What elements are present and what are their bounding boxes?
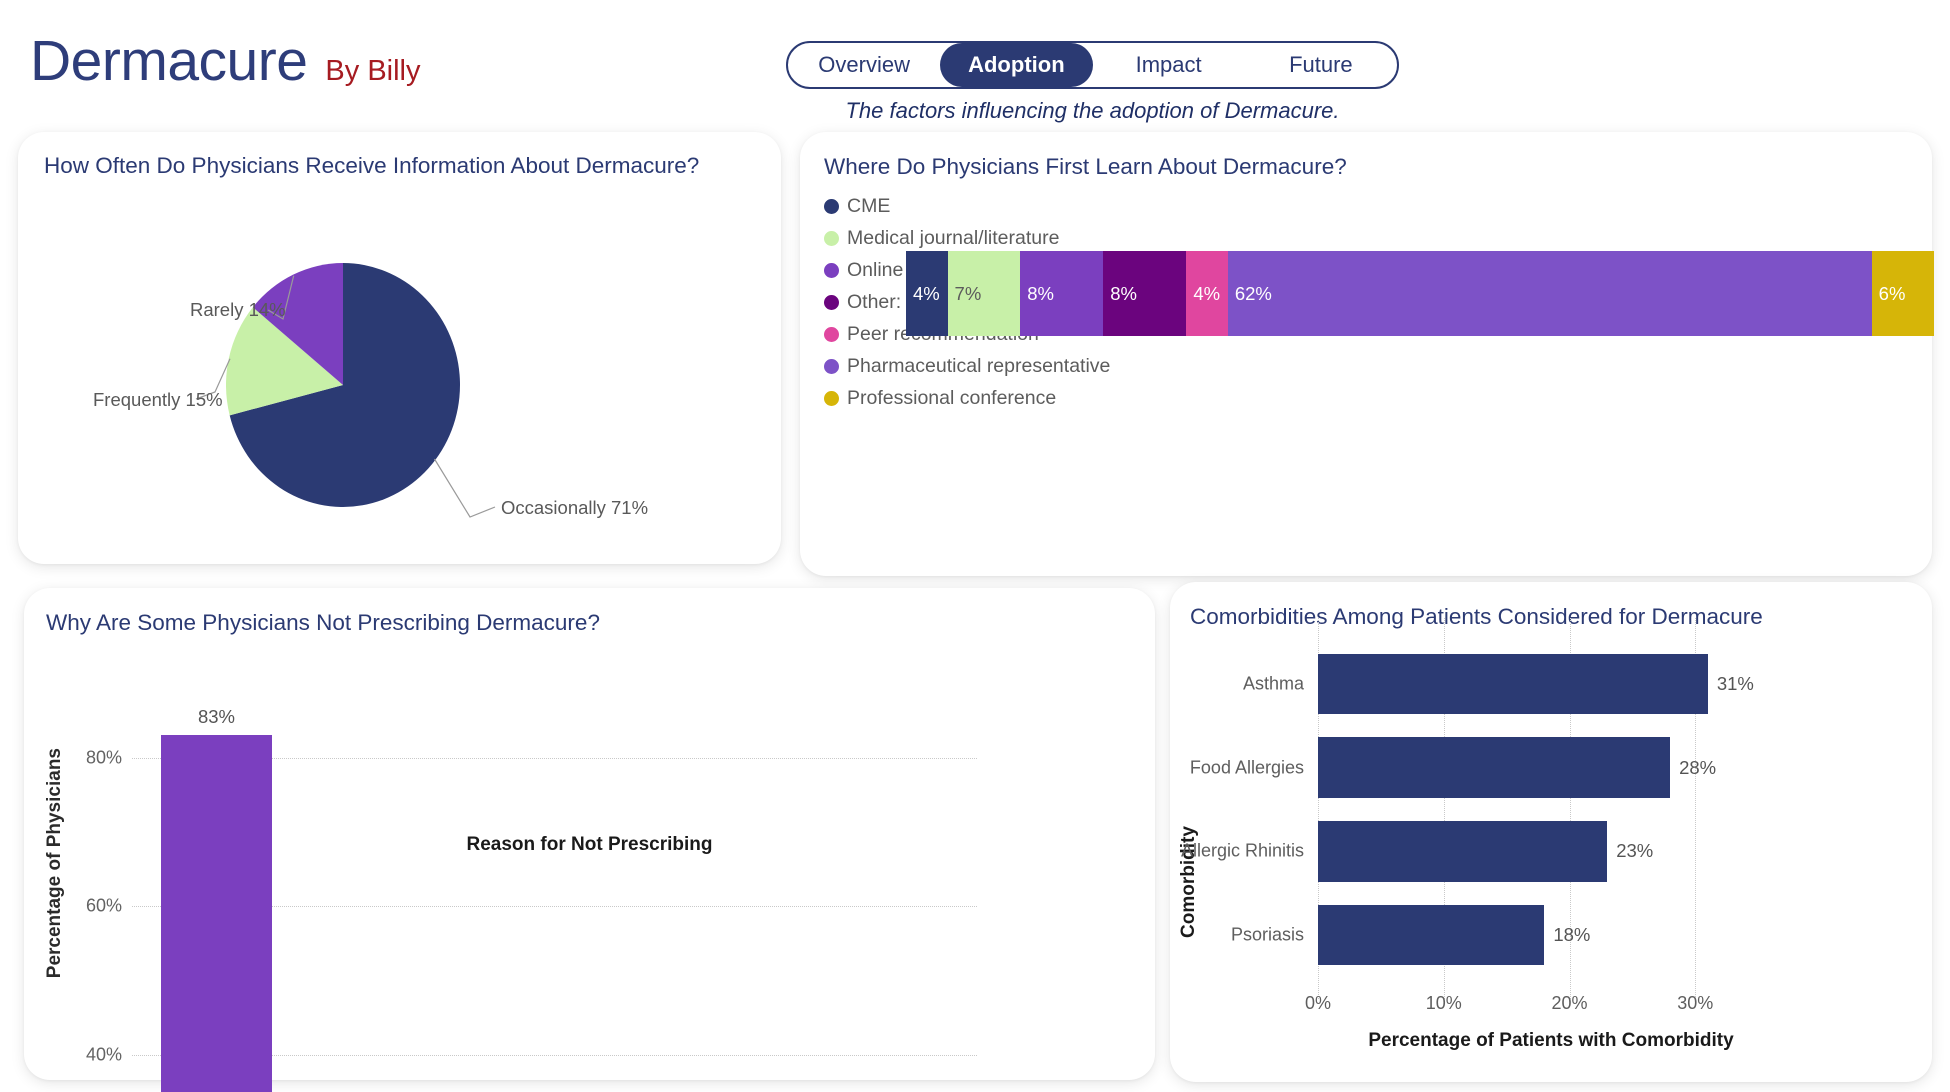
stacked-bar-segment: 4% [906,251,948,336]
gridline [1443,618,1445,999]
legend-swatch-icon [824,230,839,246]
y-axis-category-label: Food Allergies [1189,757,1304,778]
pie-slice [229,263,461,507]
card-first-learn-source: Where Do Physicians First Learn About De… [800,132,1934,576]
tab-bar: Overview Adoption Impact Future [786,41,1399,89]
stacked-bar-segment-value: 62% [1234,282,1272,304]
chart-title-pie: How Often Do Physicians Receive Informat… [44,153,700,178]
bar [1318,653,1708,715]
legend-item[interactable]: CME [824,190,1110,222]
bar [1318,821,1608,882]
stacked-bar-segment-value: 8% [1027,282,1054,304]
legend-swatch-icon [824,262,839,278]
y-axis-label-reasons: Percentage of Physicians [44,748,65,979]
page-subtitle: The factors influencing the adoption of … [845,98,1340,123]
pie-leader-line [267,275,295,320]
gridline [132,1055,977,1057]
x-axis-tick: 10% [1425,993,1462,1013]
gridline [132,906,977,908]
pie-slice [252,263,343,385]
tab-adoption[interactable]: Adoption [940,43,1093,87]
stacked-bar-segment: 4% [1186,251,1228,336]
legend-item-label: Medical journal/literature [847,226,1060,249]
bar-value-label: 18% [1553,924,1591,946]
bar-value-label: 28% [1679,756,1717,778]
x-axis-label-comorbidities: Percentage of Patients with Comorbidity [1368,1030,1734,1051]
gridline [1318,618,1319,999]
legend-swatch-icon [824,390,839,406]
stacked-bar-segment: 62% [1227,251,1872,336]
stacked-bar-segment: 8% [1020,251,1104,336]
legend-swatch-icon [824,198,839,214]
bar-value-label: 23% [1616,840,1654,862]
pie-slice-label: Frequently 15% [93,389,223,410]
pie-slice-label: Rarely 14% [190,299,286,320]
pie-leader-line [195,358,231,400]
y-axis-tick: 60% [85,895,122,916]
stacked-bar-segment-value: 4% [913,282,940,304]
brand-byline: By Billy [325,55,421,87]
gridline [1569,618,1571,999]
chart-title-stacked: Where Do Physicians First Learn About De… [824,154,1347,179]
bar [1318,737,1671,798]
pie-leader-line [433,458,496,518]
tab-impact[interactable]: Impact [1135,52,1202,77]
stacked-bar: 4% 7% 8% 8% 4% 62% 6% [906,251,1934,336]
y-axis-tick: 40% [85,1044,122,1065]
bar [1318,904,1545,966]
plot-area-reasons: 0%20%40%60%80%83%Lack of familiarity5%Co… [86,698,977,1092]
legend-item[interactable]: Pharmaceutical representative [824,350,1110,382]
tab-future[interactable]: Future [1289,52,1353,77]
brand-header: Dermacure By Billy [30,28,421,94]
chart-title-reasons: Why Are Some Physicians Not Prescribing … [46,610,600,635]
y-axis-tick: 80% [85,747,122,768]
legend-item-label: Professional conference [847,386,1057,409]
legend-swatch-icon [824,358,839,374]
x-axis-tick: 30% [1677,993,1714,1013]
bar [160,735,273,1092]
y-axis-category-label: Psoriasis [1230,924,1304,945]
pie-slice-label: Occasionally 71% [501,497,649,518]
stacked-bar-segment: 8% [1103,251,1187,336]
y-axis-category-label: Asthma [1242,673,1304,694]
bar-value-label: 31% [1716,672,1754,694]
legend-swatch-icon [824,294,839,310]
card-comorbidities: Comorbidities Among Patients Considered … [1170,582,1932,1082]
stacked-bar-segment: 6% [1871,251,1934,336]
bar-value-label: 83% [197,706,236,728]
stacked-bar-segment-value: 4% [1193,282,1221,304]
gridline [132,757,977,759]
card-information-frequency: How Often Do Physicians Receive Informat… [18,132,781,564]
pie-chart: Occasionally 71% Frequently 15% Rarely 14% [18,132,781,564]
legend-item-label: CME [847,194,891,217]
card-not-prescribing-reasons: Why Are Some Physicians Not Prescribing … [24,588,1155,1092]
page-title: Dermacure [30,29,308,93]
stacked-bar-segment-value: 6% [1878,282,1906,304]
legend-item[interactable]: Medical journal/literature [824,222,1110,254]
legend-item[interactable]: Professional conference [824,382,1110,414]
stacked-bar-segment: 7% [947,251,1021,336]
plot-area-comorbidities: 0% 10% 20% 30% Asthma 31% Food Allergies 28% All… [1181,618,1754,1013]
stacked-bar-segment-value: 7% [954,282,982,304]
x-axis-label-reasons: Reason for Not Prescribing [466,834,713,855]
stacked-bar-segment-value: 8% [1110,282,1138,304]
pie-svg [195,263,496,518]
x-axis-tick: 0% [1304,993,1332,1013]
tab-overview[interactable]: Overview [818,52,910,77]
chart-title-comorbidities: Comorbidities Among Patients Considered … [1190,604,1763,629]
legend-item-label: Pharmaceutical representative [847,354,1111,377]
gridline [1695,618,1697,999]
y-axis-category-label: Allergic Rhinitis [1180,840,1304,861]
x-axis-tick: 20% [1551,993,1588,1013]
legend-swatch-icon [824,326,839,342]
pie-slice [225,307,343,416]
